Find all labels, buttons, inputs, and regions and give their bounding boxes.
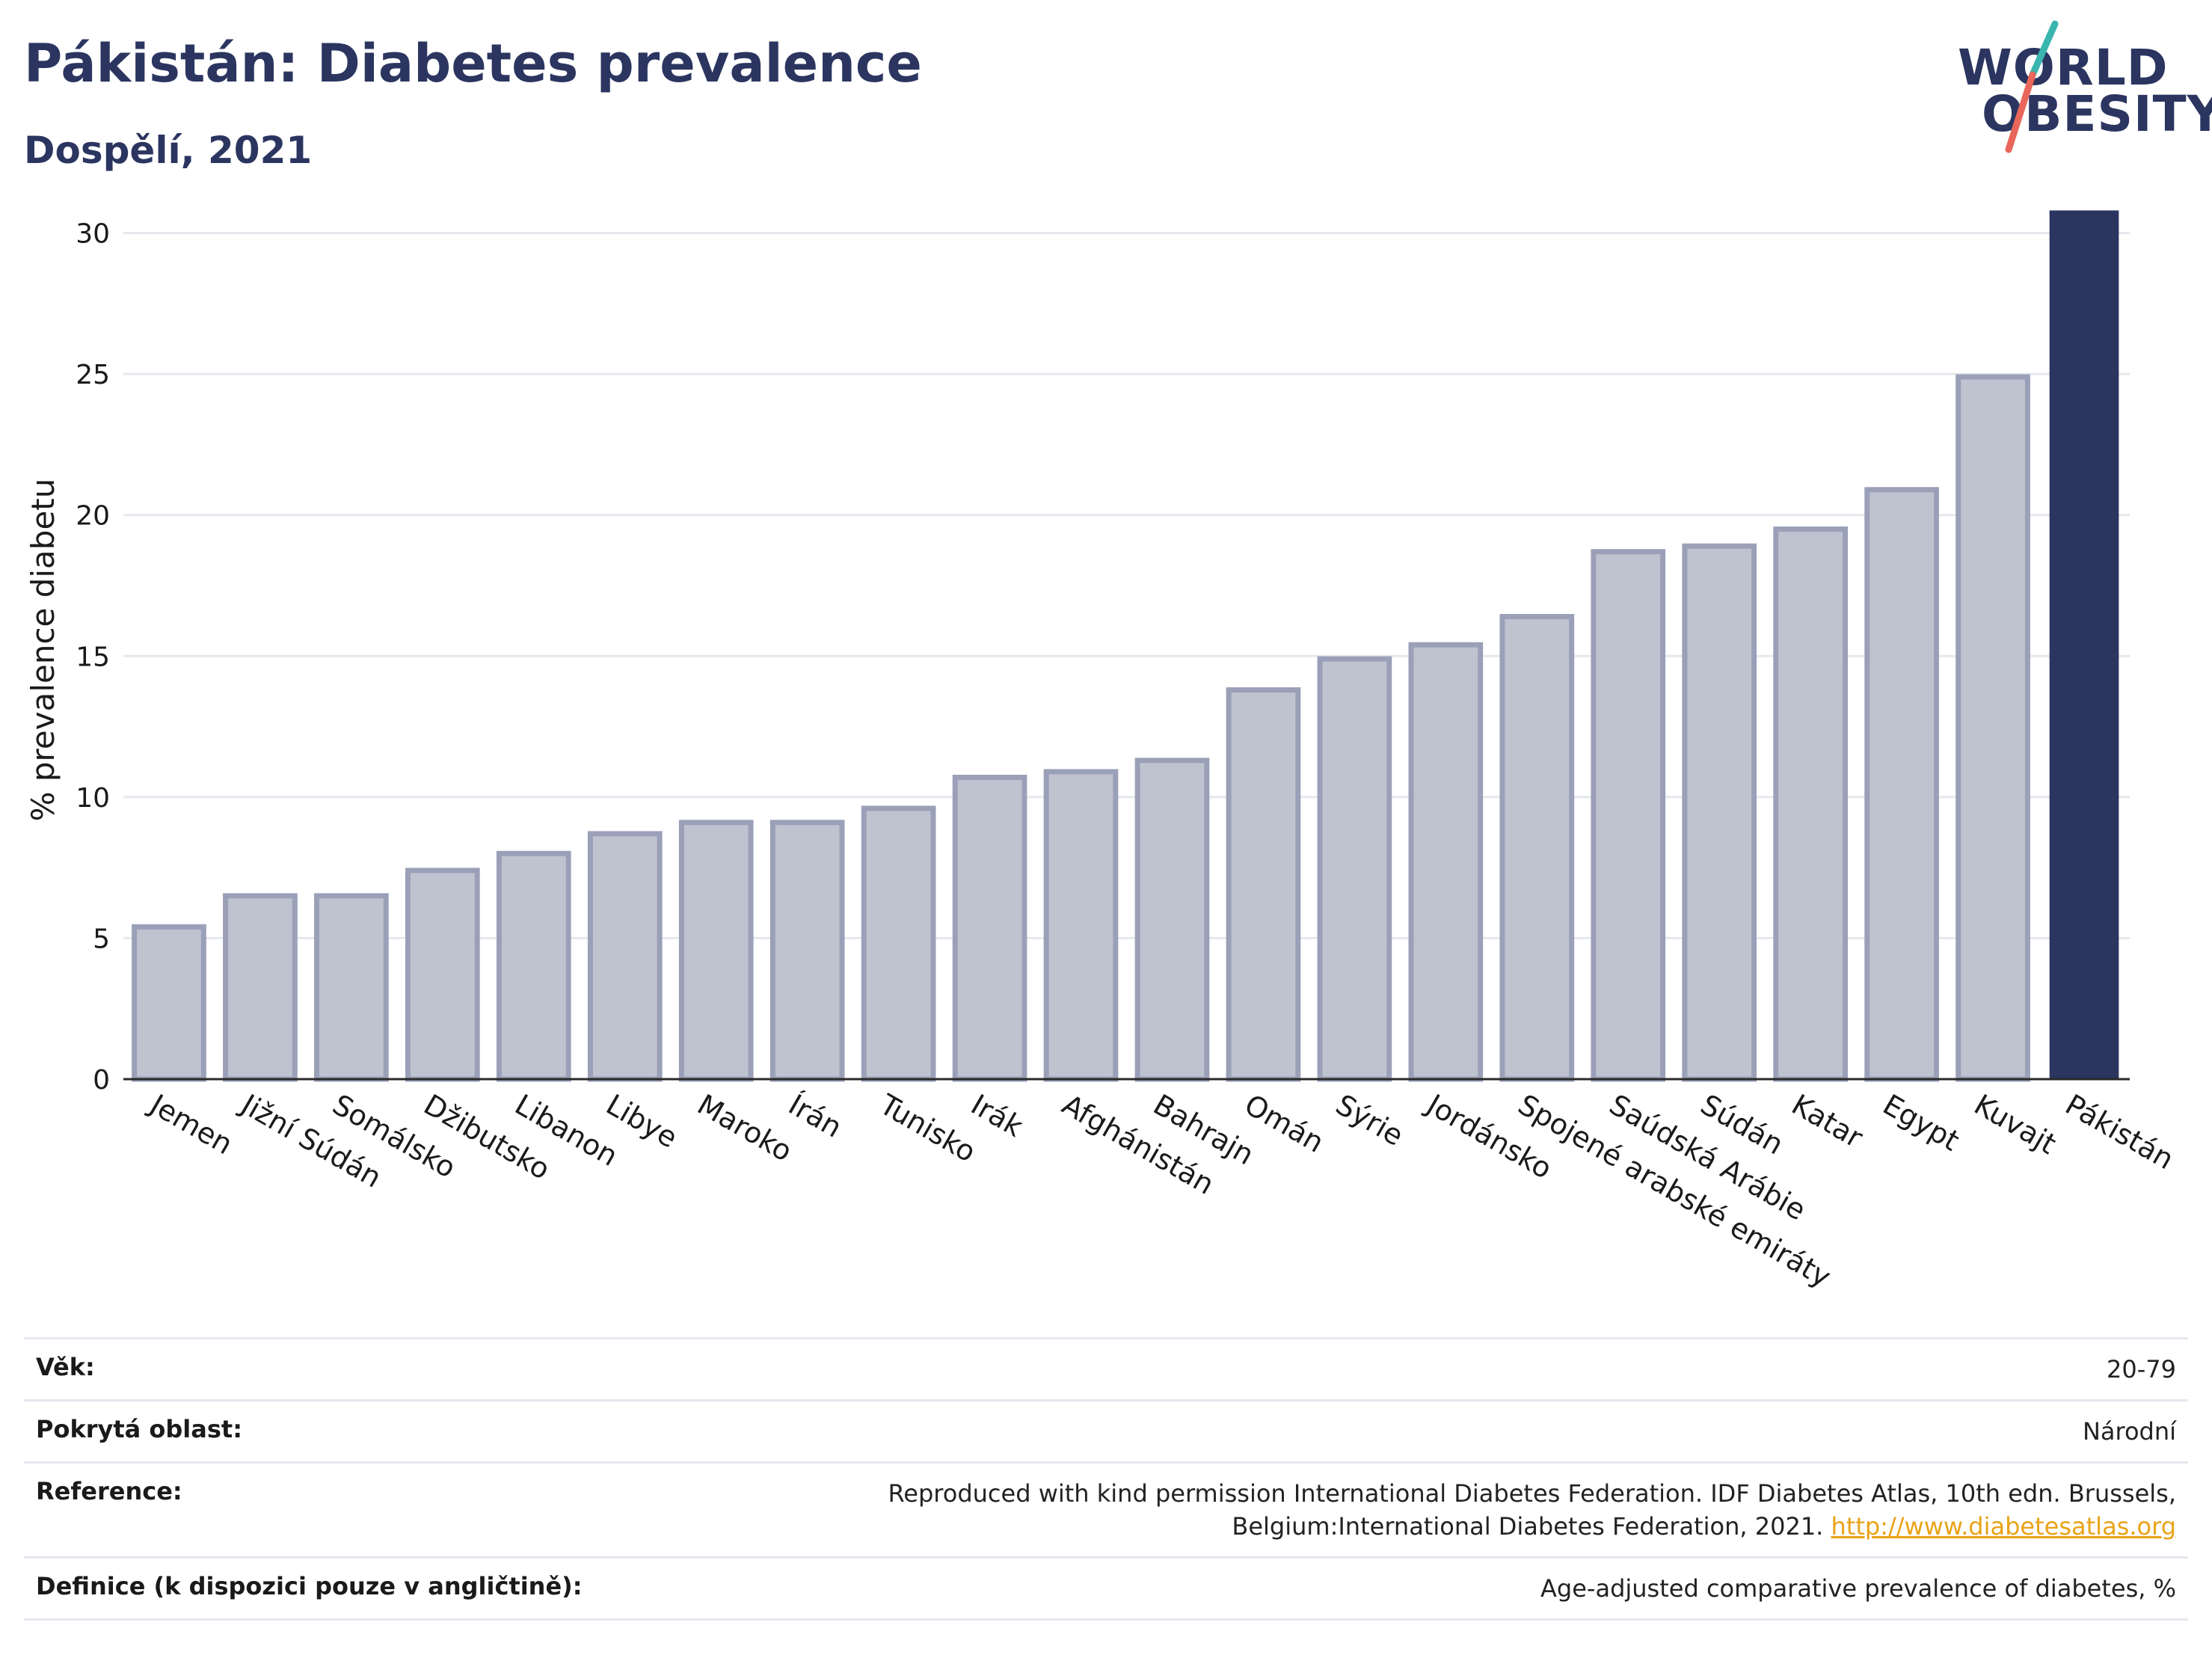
bar-1[interactable] (223, 893, 298, 1082)
world-obesity-logo[interactable]: WORLD OBESITY (1944, 15, 2212, 165)
x-tick-label: Maroko (692, 1088, 798, 1168)
bar-14[interactable] (1408, 642, 1484, 1082)
meta-label-age: Věk: (36, 1353, 95, 1381)
meta-label-definition: Definice (k dispozici pouze v angličtině… (36, 1572, 583, 1600)
bar-8[interactable] (861, 805, 936, 1082)
bar-12[interactable] (1226, 687, 1301, 1082)
reference-text: Reproduced with kind permission Internat… (888, 1479, 2177, 1541)
meta-row-reference: Reference: Reproduced with kind permissi… (24, 1461, 2188, 1556)
bar-18[interactable] (1773, 526, 1849, 1082)
bar-2[interactable] (314, 893, 389, 1082)
bar-11[interactable] (1134, 758, 1210, 1082)
bar-10[interactable] (1043, 769, 1119, 1082)
y-tick-label: 30 (76, 219, 110, 250)
bar-7[interactable] (769, 820, 845, 1082)
meta-value-reference: Reproduced with kind permission Internat… (666, 1477, 2177, 1543)
logo-line-1: WORLD (1958, 39, 2169, 96)
bar-6[interactable] (678, 820, 754, 1082)
page-title: Pákistán: Diabetes prevalence (24, 33, 922, 94)
bar-19[interactable] (1864, 487, 1939, 1082)
y-tick-label: 20 (76, 501, 110, 532)
x-tick-label: Afghánistán (1057, 1088, 1220, 1201)
bar-4[interactable] (496, 850, 571, 1082)
metadata-table: Věk: 20-79 Pokrytá oblast: Národní Refer… (24, 1337, 2188, 1621)
meta-label-coverage: Pokrytá oblast: (36, 1415, 242, 1443)
x-tick-label: Katar (1787, 1088, 1869, 1155)
bar-15[interactable] (1499, 613, 1575, 1082)
y-tick-label: 15 (76, 642, 110, 672)
meta-label-reference: Reference: (36, 1477, 182, 1505)
bar-3[interactable] (405, 868, 480, 1082)
meta-value-definition: Age-adjusted comparative prevalence of d… (1540, 1574, 2176, 1603)
bar-13[interactable] (1317, 656, 1392, 1082)
bar-21[interactable] (2049, 210, 2119, 1079)
y-tick-label: 0 (93, 1065, 110, 1096)
x-tick-label: Pákistán (2060, 1088, 2180, 1176)
bar-17[interactable] (1682, 543, 1757, 1082)
page-subtitle: Dospělí, 2021 (24, 129, 313, 172)
y-tick-label: 5 (93, 924, 110, 954)
meta-row-coverage: Pokrytá oblast: Národní (24, 1399, 2188, 1461)
x-tick-label: Irák (965, 1088, 1028, 1143)
y-axis-ticks: 0 5 10 15 20 25 30 (76, 219, 110, 1096)
y-axis-label: % prevalence diabetu (25, 479, 61, 822)
meta-value-coverage: Národní (2082, 1417, 2176, 1446)
bar-0[interactable] (132, 924, 206, 1082)
x-tick-label: Egypt (1878, 1088, 1965, 1158)
bar-9[interactable] (952, 774, 1027, 1082)
meta-row-age: Věk: 20-79 (24, 1337, 2188, 1399)
x-tick-label: Jemen (144, 1087, 239, 1161)
bar-20[interactable] (1956, 374, 2030, 1082)
meta-value-age: 20-79 (2107, 1355, 2176, 1384)
bar-16[interactable] (1591, 549, 1666, 1082)
x-tick-label: Tunisko (873, 1087, 981, 1169)
meta-row-definition: Definice (k dispozici pouze v angličtině… (24, 1556, 2188, 1621)
reference-link[interactable]: http://www.diabetesatlas.org (1831, 1512, 2176, 1541)
logo-slash-icon (2005, 20, 2059, 153)
x-tick-label: Írán (783, 1088, 847, 1144)
chart-bars (132, 210, 2119, 1082)
bar-5[interactable] (587, 831, 663, 1082)
x-tick-label: Kuvajt (1969, 1088, 2062, 1161)
y-tick-label: 10 (76, 783, 110, 814)
x-tick-label: Sýrie (1330, 1088, 1409, 1152)
y-tick-label: 25 (76, 360, 110, 390)
